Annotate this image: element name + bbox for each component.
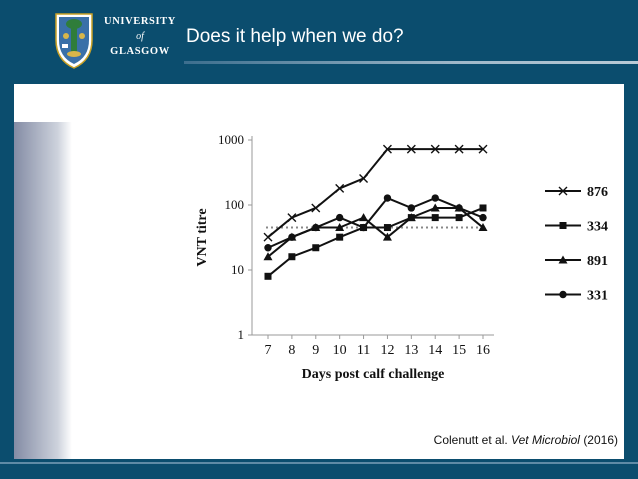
data-point-876 [287, 213, 297, 223]
slide-header: UNIVERSITY of GLASGOW Does it help when … [0, 0, 638, 80]
university-logo: UNIVERSITY of GLASGOW [52, 10, 177, 70]
data-point-891 [335, 223, 345, 232]
side-gradient [14, 122, 72, 459]
y-tick-label: 10 [231, 262, 244, 277]
legend-marker-891 [558, 255, 568, 264]
data-point-334 [383, 224, 391, 232]
y-axis-label: VNT titre [195, 208, 210, 266]
content-panel: 1 10 100 1000 7 8 9 10 11 12 13 14 15 16 Days post cal… [14, 84, 624, 459]
x-tick-label: 13 [404, 343, 418, 358]
series-line-876 [267, 148, 483, 238]
data-point-334 [336, 233, 344, 241]
data-point-876 [430, 144, 440, 154]
x-tick-label: 14 [428, 343, 442, 358]
y-tick-label: 1 [238, 327, 245, 342]
data-point-334 [312, 244, 320, 252]
data-point-891 [263, 252, 273, 261]
data-point-331 [335, 213, 344, 222]
data-point-334 [431, 214, 439, 222]
data-point-334 [288, 253, 296, 261]
logo-of-text: of [136, 31, 144, 42]
data-point-331 [288, 233, 296, 241]
data-point-334 [455, 214, 463, 222]
data-point-876 [454, 144, 464, 154]
data-point-331 [431, 194, 439, 202]
x-tick-label: 15 [452, 343, 466, 358]
y-tick-label: 100 [225, 197, 245, 212]
citation-journal: Vet Microbiol [511, 433, 580, 447]
data-point-331 [479, 213, 487, 222]
data-point-876 [335, 183, 345, 193]
legend-label-876: 876 [587, 185, 608, 200]
data-point-891 [478, 223, 488, 232]
data-point-876 [311, 203, 321, 213]
x-tick-label: 7 [265, 343, 272, 358]
x-axis-label: Days post calf challenge [302, 367, 445, 382]
data-point-331 [407, 204, 416, 212]
vnt-titre-chart: 1 10 100 1000 7 8 9 10 11 12 13 14 15 16 Days post cal… [195, 132, 608, 382]
legend-label-331: 331 [587, 289, 608, 304]
data-point-876 [478, 144, 488, 154]
x-tick-label: 12 [380, 343, 394, 358]
data-point-876 [382, 144, 392, 154]
legend-label-891: 891 [587, 254, 608, 269]
series-line-334 [267, 207, 484, 278]
data-point-334 [264, 272, 272, 280]
data-point-876 [263, 232, 273, 242]
slide-title: Does it help when we do? [186, 26, 404, 47]
series-line-331 [267, 196, 484, 249]
citation-authors: Colenutt et al. [433, 433, 508, 447]
citation-year: (2016) [583, 433, 618, 447]
legend-marker-331 [559, 290, 567, 299]
data-point-891 [430, 203, 440, 212]
university-crest-icon [55, 13, 93, 69]
legend-label-334: 334 [587, 220, 608, 235]
legend-marker-334 [559, 222, 567, 229]
citation: Colenutt et al. Vet Microbiol (2016) [434, 433, 618, 447]
data-point-334 [479, 204, 487, 212]
logo-glasgow-text: GLASGOW [110, 46, 170, 57]
x-tick-label: 9 [312, 343, 319, 358]
data-point-331 [312, 223, 320, 232]
data-point-331 [455, 204, 463, 212]
x-tick-label: 11 [357, 343, 370, 358]
legend-marker-876 [558, 186, 568, 196]
y-tick-label: 1000 [218, 132, 244, 147]
logo-text: UNIVERSITY of GLASGOW [102, 16, 178, 57]
x-tick-label: 10 [333, 343, 347, 358]
data-point-331 [359, 223, 368, 232]
data-point-876 [359, 173, 369, 183]
logo-university-text: UNIVERSITY [104, 16, 176, 27]
x-tick-label: 8 [288, 343, 295, 358]
title-underline [184, 61, 638, 64]
data-point-891 [382, 232, 392, 241]
data-point-331 [264, 244, 272, 252]
data-point-891 [406, 213, 416, 222]
data-point-331 [383, 194, 392, 202]
x-tick-label: 16 [476, 343, 490, 358]
data-point-876 [406, 144, 416, 154]
data-point-891 [359, 213, 369, 222]
footer-line [0, 462, 638, 464]
